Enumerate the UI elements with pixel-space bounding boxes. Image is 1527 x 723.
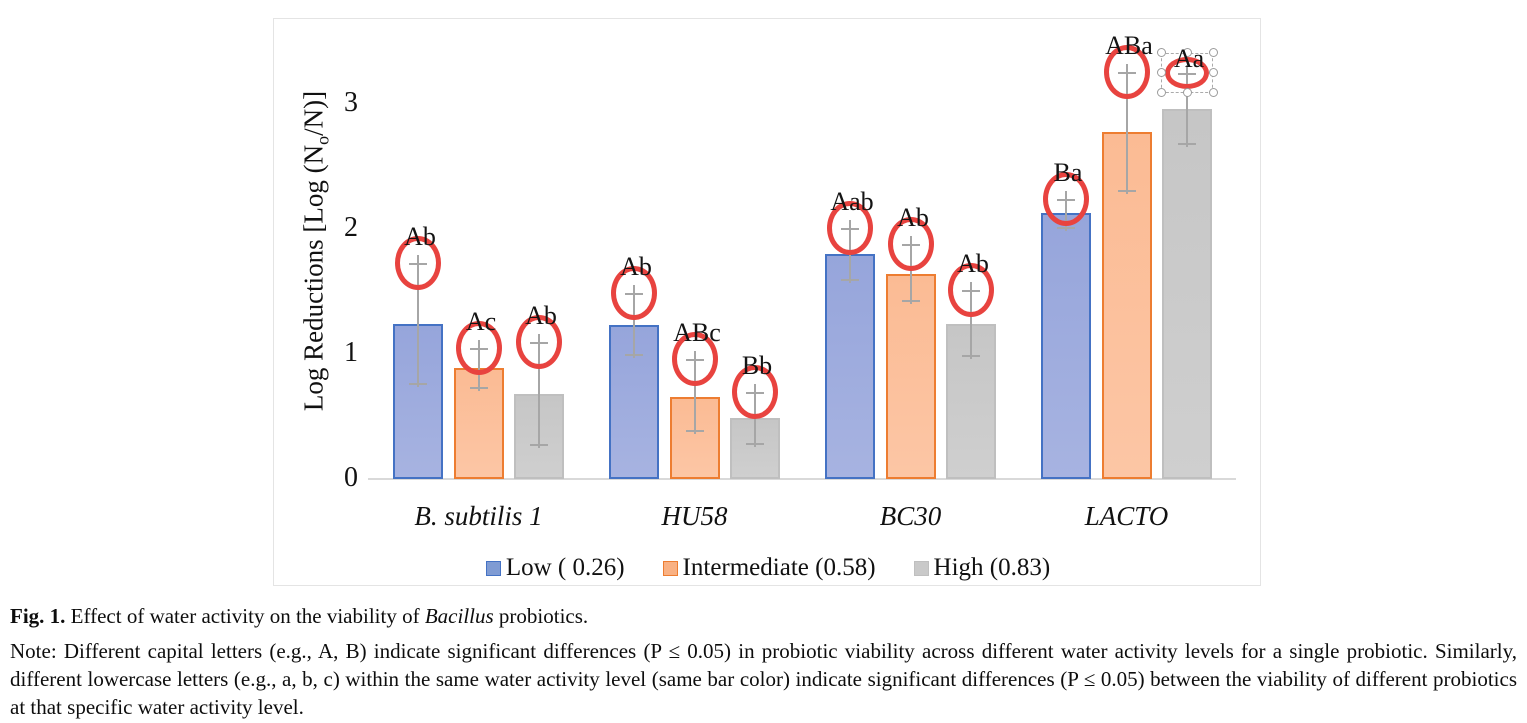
- significance-letter: Bb: [741, 350, 773, 380]
- error-bar-bottom-cap: [962, 355, 980, 358]
- annotation-circle[interactable]: [516, 314, 562, 369]
- y-tick-label: 1: [344, 337, 358, 368]
- selection-handle[interactable]: [1182, 88, 1192, 98]
- error-bar-bottom-cap: [409, 382, 427, 385]
- error-bar-bottom-cap: [470, 386, 488, 389]
- bar-lacto-series-1: [1102, 131, 1152, 479]
- significance-letter: Ab: [957, 249, 989, 279]
- error-bar-bottom-cap: [686, 430, 704, 433]
- error-bar-bottom-cap: [625, 354, 643, 356]
- significance-letter: ABa: [1105, 30, 1153, 60]
- annotation-circle[interactable]: [456, 320, 502, 375]
- legend-swatch-icon: [485, 560, 501, 576]
- legend-swatch-icon: [662, 560, 678, 576]
- annotation-circle[interactable]: [948, 263, 994, 318]
- significance-letter: Ab: [525, 300, 557, 330]
- significance-letter: Aab: [830, 186, 874, 216]
- annotation-circle[interactable]: [672, 332, 718, 386]
- significance-letter: Ab: [897, 203, 929, 232]
- legend-label: Intermediate (0.58): [682, 554, 876, 581]
- error-bar-line: [1126, 63, 1128, 195]
- bar-lacto-series-2: [1162, 109, 1212, 479]
- figure-note: Note: Different capital letters (e.g., A…: [10, 639, 1517, 719]
- legend-item[interactable]: High (0.83): [913, 554, 1051, 582]
- annotation-circle[interactable]: [611, 265, 657, 320]
- figure-chart: Log Reductions [Log (No/N)] 0 1 2 3 Ab Ac Ab B.…: [273, 18, 1261, 586]
- error-bar-bottom-cap: [1057, 226, 1075, 229]
- annotation-circle[interactable]: [888, 217, 934, 271]
- x-axis-line: [368, 478, 1236, 480]
- y-tick-label: 0: [344, 462, 358, 493]
- legend: Low ( 0.26) Intermediate (0.58) High (0.83…: [274, 554, 1262, 582]
- error-bar-bottom-cap: [841, 279, 859, 281]
- error-bar-line: [633, 284, 635, 358]
- x-axis-label: LACTO: [1084, 501, 1169, 531]
- error-bar-line: [1186, 64, 1188, 147]
- bar-b-subtilis-1-series-0: [393, 324, 443, 479]
- selection-handle[interactable]: [1208, 68, 1218, 78]
- error-bar-bottom-cap: [1178, 142, 1196, 145]
- x-axis-label: B. subtilis 1: [414, 501, 543, 531]
- annotation-circle[interactable]: [1104, 44, 1150, 99]
- error-bar-line: [694, 351, 696, 435]
- legend-label: High (0.83): [933, 554, 1051, 581]
- significance-letter: Ab: [620, 251, 652, 281]
- legend-label: Low ( 0.26): [505, 554, 625, 581]
- annotation-circle[interactable]: [1165, 56, 1209, 89]
- error-bar-bottom-cap: [530, 444, 548, 446]
- annotation-circle[interactable]: [395, 235, 441, 290]
- y-tick-label: 3: [344, 87, 358, 118]
- selection-handle[interactable]: [1156, 48, 1166, 58]
- annotation-circle[interactable]: [732, 364, 778, 419]
- legend-swatch-icon: [913, 560, 929, 576]
- error-bar-line: [538, 333, 540, 448]
- error-bar-line: [970, 282, 972, 360]
- significance-letter: Ab: [404, 221, 436, 251]
- selection-handle[interactable]: [1156, 88, 1166, 98]
- error-bar-line: [417, 254, 419, 387]
- significance-letter: ABc: [673, 318, 721, 347]
- x-axis-label: BC30: [879, 501, 942, 531]
- bar-bc30-series-1: [886, 274, 936, 479]
- figure-number: Fig. 1.: [10, 604, 66, 628]
- y-tick-label: 2: [344, 212, 358, 243]
- caption-text-before: Effect of water activity on the viabilit…: [65, 604, 425, 628]
- plot-area: 0 1 2 3 Ab Ac Ab B. subtilis 1 Ab ABc Bb HU58 Aab Ab A…: [274, 19, 1262, 587]
- selection-handle[interactable]: [1182, 48, 1192, 58]
- error-bar-bottom-cap: [902, 300, 920, 303]
- error-bar-bottom-cap: [1118, 190, 1136, 193]
- bar-hu58-series-1: [670, 396, 720, 479]
- x-axis-label: HU58: [661, 501, 728, 531]
- legend-item[interactable]: Low ( 0.26): [485, 554, 625, 582]
- figure-caption: Fig. 1. Effect of water activity on the …: [10, 604, 1517, 629]
- selection-handle[interactable]: [1208, 88, 1218, 98]
- selection-handle[interactable]: [1208, 48, 1218, 58]
- caption-italic-word: Bacillus: [424, 604, 494, 628]
- significance-letter: Ac: [465, 306, 497, 336]
- bar-lacto-series-0: [1041, 212, 1091, 479]
- annotation-circle[interactable]: [827, 200, 873, 255]
- legend-item[interactable]: Intermediate (0.58): [662, 554, 876, 582]
- caption-text-after: probiotics.: [493, 604, 589, 628]
- annotation-circle[interactable]: [1043, 172, 1089, 226]
- significance-letter: Ba: [1053, 158, 1083, 187]
- significance-letter: Aa: [1173, 43, 1205, 73]
- selection-handle[interactable]: [1156, 68, 1166, 78]
- error-bar-bottom-cap: [746, 442, 764, 445]
- bar-bc30-series-0: [825, 254, 875, 479]
